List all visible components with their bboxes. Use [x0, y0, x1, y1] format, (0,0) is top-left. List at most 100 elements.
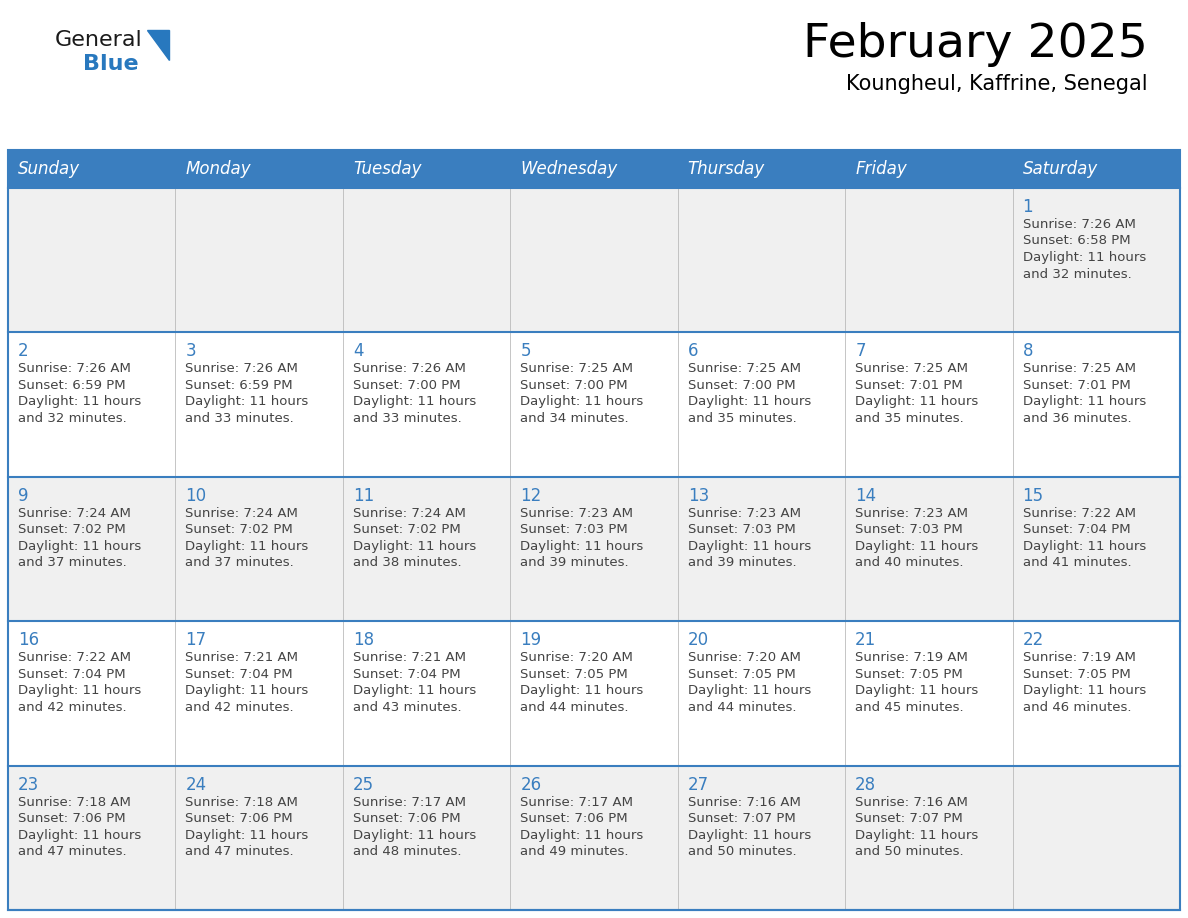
Text: and 36 minutes.: and 36 minutes. [1023, 412, 1131, 425]
Text: 1: 1 [1023, 198, 1034, 216]
Text: 19: 19 [520, 632, 542, 649]
Text: Daylight: 11 hours: Daylight: 11 hours [185, 829, 309, 842]
Text: and 44 minutes.: and 44 minutes. [688, 700, 796, 713]
Text: and 46 minutes.: and 46 minutes. [1023, 700, 1131, 713]
Text: Daylight: 11 hours: Daylight: 11 hours [1023, 540, 1145, 553]
Text: Daylight: 11 hours: Daylight: 11 hours [185, 540, 309, 553]
Text: Sunset: 7:04 PM: Sunset: 7:04 PM [185, 667, 293, 681]
Text: and 32 minutes.: and 32 minutes. [1023, 267, 1131, 281]
Text: and 38 minutes.: and 38 minutes. [353, 556, 461, 569]
Text: Daylight: 11 hours: Daylight: 11 hours [520, 829, 644, 842]
Text: Daylight: 11 hours: Daylight: 11 hours [1023, 684, 1145, 697]
Text: Sunset: 6:59 PM: Sunset: 6:59 PM [185, 379, 293, 392]
Text: Sunrise: 7:22 AM: Sunrise: 7:22 AM [18, 651, 131, 665]
Text: Sunrise: 7:16 AM: Sunrise: 7:16 AM [688, 796, 801, 809]
Text: 7: 7 [855, 342, 866, 361]
Text: Sunset: 7:05 PM: Sunset: 7:05 PM [520, 667, 628, 681]
Text: and 47 minutes.: and 47 minutes. [18, 845, 127, 858]
Text: Sunset: 7:01 PM: Sunset: 7:01 PM [855, 379, 963, 392]
Text: 20: 20 [688, 632, 709, 649]
Text: Sunrise: 7:20 AM: Sunrise: 7:20 AM [520, 651, 633, 665]
Text: Sunset: 7:07 PM: Sunset: 7:07 PM [688, 812, 796, 825]
Text: Daylight: 11 hours: Daylight: 11 hours [18, 396, 141, 409]
Text: Sunset: 7:06 PM: Sunset: 7:06 PM [353, 812, 461, 825]
Text: Wednesday: Wednesday [520, 160, 618, 178]
Text: Daylight: 11 hours: Daylight: 11 hours [688, 684, 811, 697]
Text: Sunrise: 7:24 AM: Sunrise: 7:24 AM [18, 507, 131, 520]
Text: Daylight: 11 hours: Daylight: 11 hours [18, 684, 141, 697]
Text: Thursday: Thursday [688, 160, 765, 178]
Text: Sunrise: 7:21 AM: Sunrise: 7:21 AM [353, 651, 466, 665]
Text: Daylight: 11 hours: Daylight: 11 hours [1023, 396, 1145, 409]
Text: Sunset: 7:03 PM: Sunset: 7:03 PM [855, 523, 963, 536]
Polygon shape [147, 30, 169, 60]
Text: and 41 minutes.: and 41 minutes. [1023, 556, 1131, 569]
Text: Sunrise: 7:25 AM: Sunrise: 7:25 AM [855, 363, 968, 375]
Text: Sunset: 7:02 PM: Sunset: 7:02 PM [353, 523, 461, 536]
Text: 18: 18 [353, 632, 374, 649]
Text: General: General [55, 30, 143, 50]
Text: Sunset: 7:05 PM: Sunset: 7:05 PM [855, 667, 963, 681]
Text: 13: 13 [688, 487, 709, 505]
Text: Sunset: 6:59 PM: Sunset: 6:59 PM [18, 379, 126, 392]
Text: Tuesday: Tuesday [353, 160, 422, 178]
Text: and 39 minutes.: and 39 minutes. [520, 556, 628, 569]
Text: 3: 3 [185, 342, 196, 361]
Text: Sunset: 7:04 PM: Sunset: 7:04 PM [1023, 523, 1130, 536]
Text: 27: 27 [688, 776, 709, 793]
Text: and 40 minutes.: and 40 minutes. [855, 556, 963, 569]
Text: Daylight: 11 hours: Daylight: 11 hours [520, 684, 644, 697]
Text: and 37 minutes.: and 37 minutes. [18, 556, 127, 569]
Text: 16: 16 [18, 632, 39, 649]
Text: 5: 5 [520, 342, 531, 361]
Text: Sunset: 7:02 PM: Sunset: 7:02 PM [18, 523, 126, 536]
Text: Sunrise: 7:19 AM: Sunrise: 7:19 AM [855, 651, 968, 665]
Text: Sunrise: 7:23 AM: Sunrise: 7:23 AM [520, 507, 633, 520]
Text: Sunrise: 7:24 AM: Sunrise: 7:24 AM [185, 507, 298, 520]
Text: and 42 minutes.: and 42 minutes. [18, 700, 127, 713]
Text: Daylight: 11 hours: Daylight: 11 hours [520, 540, 644, 553]
Text: Daylight: 11 hours: Daylight: 11 hours [855, 540, 979, 553]
Text: Daylight: 11 hours: Daylight: 11 hours [688, 829, 811, 842]
Text: Daylight: 11 hours: Daylight: 11 hours [185, 684, 309, 697]
Text: Sunrise: 7:18 AM: Sunrise: 7:18 AM [185, 796, 298, 809]
Text: Sunset: 7:01 PM: Sunset: 7:01 PM [1023, 379, 1130, 392]
Text: 22: 22 [1023, 632, 1044, 649]
Text: and 37 minutes.: and 37 minutes. [185, 556, 295, 569]
Text: 25: 25 [353, 776, 374, 793]
Text: Sunrise: 7:21 AM: Sunrise: 7:21 AM [185, 651, 298, 665]
Text: Daylight: 11 hours: Daylight: 11 hours [1023, 251, 1145, 264]
Bar [8, 188, 1180, 332]
Bar [8, 332, 1180, 476]
Text: and 35 minutes.: and 35 minutes. [855, 412, 963, 425]
Text: Sunrise: 7:17 AM: Sunrise: 7:17 AM [353, 796, 466, 809]
Text: Saturday: Saturday [1023, 160, 1098, 178]
Text: Daylight: 11 hours: Daylight: 11 hours [353, 396, 476, 409]
Text: and 33 minutes.: and 33 minutes. [353, 412, 462, 425]
Text: and 32 minutes.: and 32 minutes. [18, 412, 127, 425]
Text: Sunset: 7:06 PM: Sunset: 7:06 PM [18, 812, 126, 825]
Text: Sunrise: 7:26 AM: Sunrise: 7:26 AM [353, 363, 466, 375]
Text: 12: 12 [520, 487, 542, 505]
Text: and 34 minutes.: and 34 minutes. [520, 412, 628, 425]
Text: Daylight: 11 hours: Daylight: 11 hours [185, 396, 309, 409]
Text: Sunrise: 7:23 AM: Sunrise: 7:23 AM [855, 507, 968, 520]
Text: and 43 minutes.: and 43 minutes. [353, 700, 461, 713]
Text: Sunset: 7:06 PM: Sunset: 7:06 PM [185, 812, 293, 825]
Text: and 47 minutes.: and 47 minutes. [185, 845, 295, 858]
Text: and 45 minutes.: and 45 minutes. [855, 700, 963, 713]
Text: Sunrise: 7:18 AM: Sunrise: 7:18 AM [18, 796, 131, 809]
Text: Sunrise: 7:25 AM: Sunrise: 7:25 AM [688, 363, 801, 375]
Text: Sunday: Sunday [18, 160, 80, 178]
Text: 14: 14 [855, 487, 877, 505]
Text: 9: 9 [18, 487, 29, 505]
Text: 6: 6 [688, 342, 699, 361]
Text: Sunset: 7:04 PM: Sunset: 7:04 PM [353, 667, 461, 681]
Text: Sunrise: 7:25 AM: Sunrise: 7:25 AM [1023, 363, 1136, 375]
Text: Sunset: 7:00 PM: Sunset: 7:00 PM [520, 379, 628, 392]
Text: Sunrise: 7:26 AM: Sunrise: 7:26 AM [1023, 218, 1136, 231]
Text: Daylight: 11 hours: Daylight: 11 hours [855, 684, 979, 697]
Text: Sunrise: 7:25 AM: Sunrise: 7:25 AM [520, 363, 633, 375]
Text: and 49 minutes.: and 49 minutes. [520, 845, 628, 858]
Bar [8, 476, 1180, 621]
